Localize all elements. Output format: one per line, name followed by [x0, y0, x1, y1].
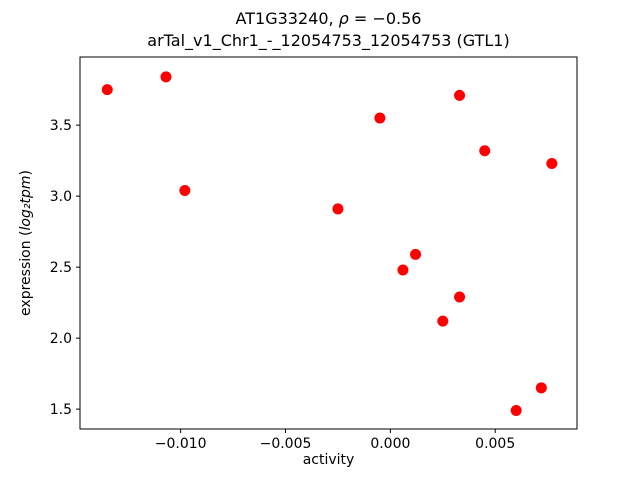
x-tick-label: 0.000 [370, 436, 410, 452]
x-tick-label: −0.005 [260, 436, 312, 452]
y-tick-label: 1.5 [50, 402, 72, 418]
x-tick-label: −0.010 [155, 436, 207, 452]
data-point [374, 112, 386, 124]
data-point [535, 382, 547, 394]
data-point [479, 145, 491, 157]
data-point [101, 84, 113, 96]
plot-frame [79, 56, 578, 430]
y-axis-label-math: log₂tpm [18, 175, 34, 231]
data-point [410, 248, 422, 260]
data-point [454, 89, 466, 101]
x-axis-label: activity [302, 452, 355, 468]
data-point [332, 203, 344, 215]
chart-title: AT1G33240, ρ = −0.56 [80, 9, 577, 29]
y-tick-label: 3.5 [50, 118, 72, 134]
chart-subtitle: arTal_v1_Chr1_-_12054753_12054753 (GTL1) [147, 31, 510, 50]
y-tick-label: 2.5 [50, 260, 72, 276]
data-point [437, 315, 449, 327]
y-axis-label-prefix: expression ( [18, 230, 34, 316]
chart-title-gene: AT1G33240, [235, 9, 339, 28]
data-point [546, 157, 558, 169]
chart-title-rho-value: = −0.56 [348, 9, 422, 28]
data-point [510, 405, 522, 417]
data-point [160, 71, 172, 83]
data-point [454, 291, 466, 303]
y-axis-label-suffix: ) [18, 170, 34, 176]
y-tick-label: 2.0 [50, 331, 72, 347]
data-point [397, 264, 409, 276]
data-point [179, 184, 191, 196]
chart-title-rho-symbol: ρ [338, 9, 349, 28]
y-axis-label: expression (log₂tpm) [18, 170, 34, 316]
y-tick-label: 3.0 [50, 189, 72, 205]
x-tick-label: 0.005 [475, 436, 515, 452]
